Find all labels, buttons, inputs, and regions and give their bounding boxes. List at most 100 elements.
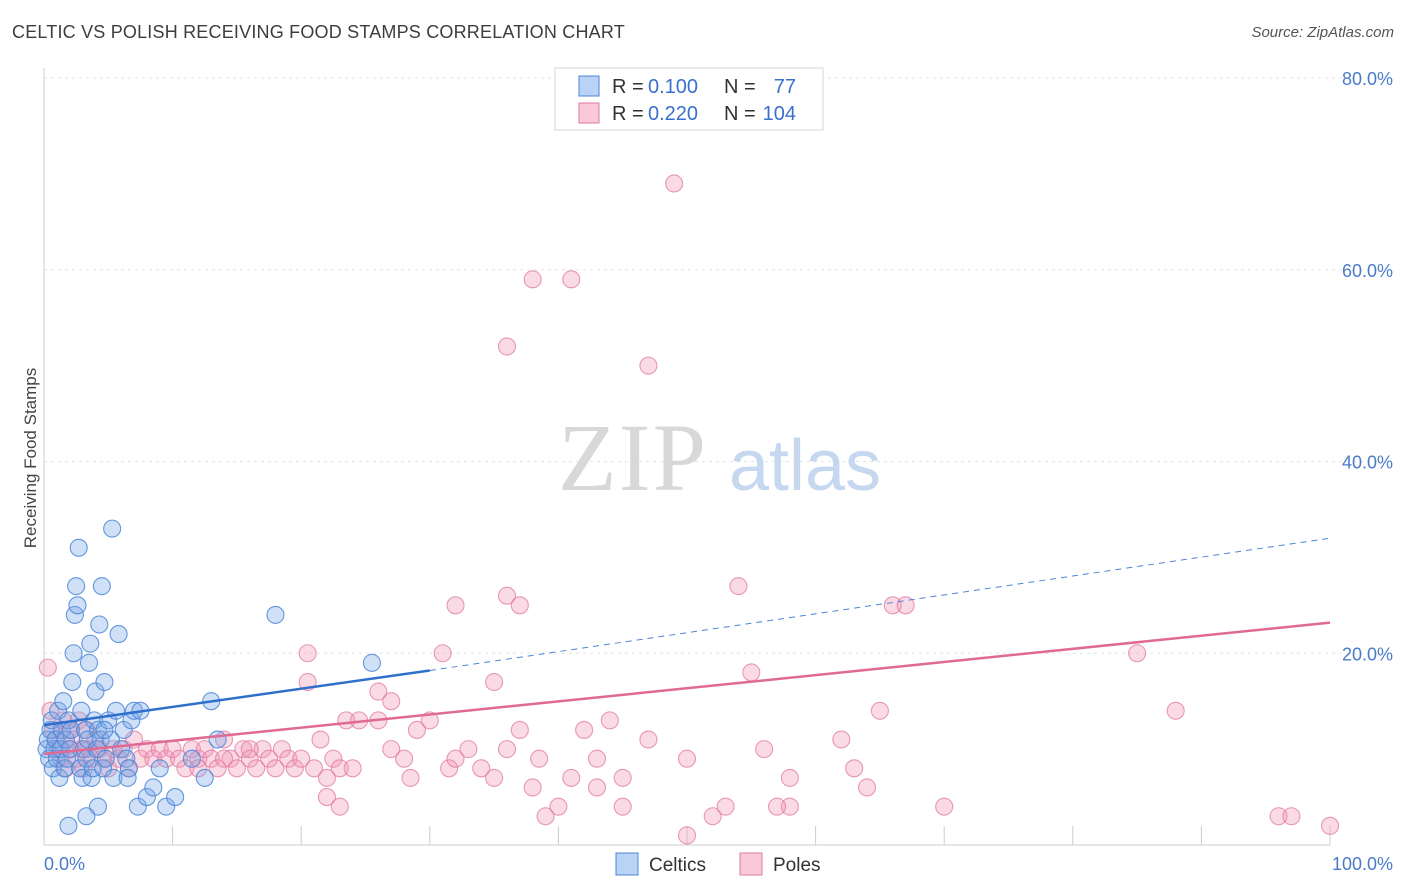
poles-point bbox=[1128, 644, 1147, 663]
poles-point bbox=[497, 337, 517, 356]
poles-point bbox=[305, 759, 324, 778]
poles-point bbox=[259, 749, 279, 768]
celtics-point bbox=[95, 672, 114, 692]
poles-point bbox=[613, 797, 632, 816]
legend-frame bbox=[554, 67, 824, 131]
celtics-point bbox=[118, 768, 137, 787]
celtics-point bbox=[95, 720, 114, 740]
poles-point bbox=[202, 749, 221, 768]
poles-point bbox=[639, 730, 658, 749]
poles-point bbox=[446, 749, 465, 768]
poles-point bbox=[883, 596, 902, 615]
watermark-zip: ZIP bbox=[558, 404, 708, 511]
poles-point bbox=[523, 778, 542, 797]
bottom-legend-swatch bbox=[739, 852, 763, 876]
chart-title: CELTIC VS POLISH RECEIVING FOOD STAMPS C… bbox=[12, 22, 625, 42]
poles-point bbox=[182, 740, 201, 759]
poles-point bbox=[639, 356, 658, 375]
poles-point bbox=[382, 740, 401, 759]
legend-r-value: 0.100 bbox=[648, 76, 698, 98]
bottom-legend-label: Celtics bbox=[649, 855, 706, 876]
bottom-legend-label: Poles bbox=[773, 855, 821, 876]
y-tick-label: 40.0% bbox=[1342, 453, 1393, 473]
legend-swatch bbox=[578, 75, 600, 97]
poles-point bbox=[530, 749, 549, 768]
celtics-trend-line bbox=[43, 669, 430, 727]
celtics-point bbox=[96, 749, 115, 768]
celtics-point bbox=[67, 577, 86, 596]
poles-point bbox=[677, 826, 697, 845]
trend-layer bbox=[43, 537, 1331, 756]
poles-point bbox=[845, 759, 864, 778]
poles-point bbox=[317, 768, 336, 787]
poles-point bbox=[497, 586, 517, 605]
celtics-point bbox=[46, 730, 65, 749]
poles-point bbox=[401, 768, 420, 787]
celtics-point bbox=[150, 759, 169, 778]
poles-point bbox=[1269, 807, 1288, 826]
poles-point bbox=[247, 759, 266, 778]
poles-point bbox=[330, 797, 349, 816]
celtics-point bbox=[144, 778, 163, 797]
poles-point bbox=[240, 749, 259, 768]
bottom-legend-swatch bbox=[615, 852, 639, 876]
y-tick-label: 80.0% bbox=[1342, 69, 1393, 89]
poles-point bbox=[195, 740, 214, 759]
poles-point bbox=[1282, 807, 1301, 826]
poles-point bbox=[472, 759, 491, 778]
poles-point bbox=[587, 749, 607, 768]
celtics-point bbox=[68, 596, 87, 615]
poles-point bbox=[169, 749, 189, 768]
x-tick-label: 0.0% bbox=[44, 854, 85, 874]
celtics-trend-extension bbox=[429, 537, 1331, 672]
celtics-point bbox=[157, 797, 176, 816]
poles-point bbox=[214, 749, 234, 768]
celtics-point bbox=[182, 749, 201, 768]
celtics-point bbox=[82, 768, 101, 787]
poles-point bbox=[935, 797, 954, 816]
y-tick-label: 60.0% bbox=[1342, 261, 1393, 281]
poles-point bbox=[324, 749, 343, 768]
poles-point bbox=[38, 658, 57, 677]
poles-point bbox=[729, 577, 748, 596]
poles-point bbox=[857, 778, 877, 797]
poles-point bbox=[780, 797, 799, 816]
poles-point bbox=[131, 749, 150, 768]
y-axis-label: Receiving Food Stamps bbox=[21, 368, 40, 548]
poles-point bbox=[176, 759, 195, 778]
legend-swatch bbox=[578, 102, 600, 124]
celtics-point bbox=[119, 759, 138, 778]
celtics-point bbox=[166, 788, 185, 807]
celtics-point bbox=[362, 653, 381, 672]
poles-point bbox=[562, 768, 581, 787]
poles-point bbox=[562, 270, 581, 289]
poles-point bbox=[279, 749, 298, 768]
celtics-point bbox=[63, 672, 82, 692]
celtics-point bbox=[64, 644, 83, 663]
poles-point bbox=[440, 759, 459, 778]
poles-point bbox=[189, 749, 208, 768]
poles-point bbox=[292, 749, 311, 768]
poles-point bbox=[227, 759, 246, 778]
poles-point bbox=[1320, 816, 1340, 835]
poles-point bbox=[613, 768, 632, 787]
legend-r-value: 0.220 bbox=[648, 103, 698, 125]
watermark: ZIP atlas bbox=[558, 404, 881, 511]
poles-point bbox=[272, 740, 291, 759]
poles-point bbox=[575, 720, 594, 740]
poles-point bbox=[407, 720, 426, 740]
poles-point bbox=[234, 740, 253, 759]
chart-source: Source: ZipAtlas.com bbox=[1251, 24, 1394, 41]
legend-r-label: R = bbox=[612, 103, 644, 125]
poles-point bbox=[510, 720, 529, 740]
poles-point bbox=[510, 596, 529, 615]
poles-point bbox=[382, 692, 401, 711]
celtics-point bbox=[195, 768, 214, 787]
poles-point bbox=[716, 797, 735, 816]
celtics-point bbox=[266, 605, 285, 624]
legend-n-label: N = bbox=[724, 76, 756, 98]
x-tick-label: 100.0% bbox=[1332, 854, 1393, 874]
celtics-point bbox=[90, 615, 109, 634]
poles-point bbox=[41, 701, 60, 720]
grid-layer bbox=[44, 77, 1395, 654]
